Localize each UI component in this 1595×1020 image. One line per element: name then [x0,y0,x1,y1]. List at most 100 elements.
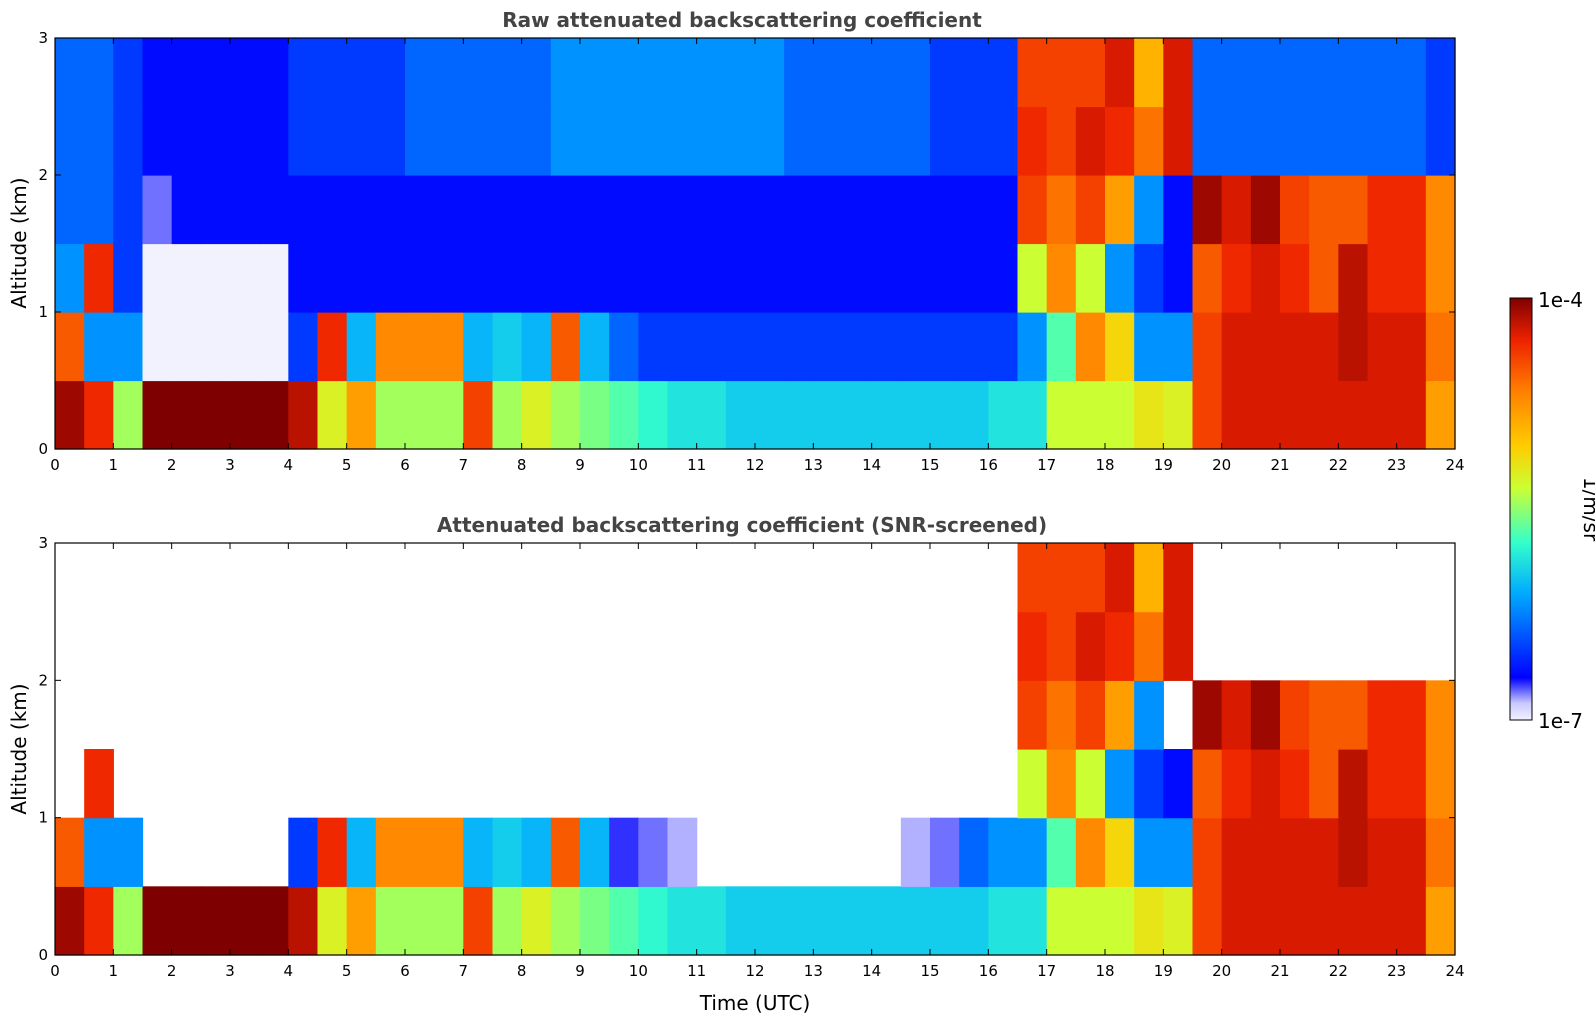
screened-heatmap-cell [492,886,523,956]
raw-heatmap-cell [1425,312,1456,382]
raw-heatmap-cell [900,106,931,176]
raw-heatmap-cell [375,380,406,450]
raw-x-tick-label: 21 [1270,456,1289,474]
colorbar: 1e-4 1e-7 1/m/sr [1509,288,1595,733]
screened-heatmap-cell [259,886,289,956]
raw-heatmap-cell [1280,38,1310,108]
raw-heatmap-cell [580,243,610,313]
raw-heatmap-cell [930,106,960,176]
screened-heatmap-cell [346,886,377,956]
raw-heatmap-cell [113,312,144,382]
raw-heatmap-cell [1250,380,1281,450]
raw-heatmap-cell [1250,243,1281,313]
raw-heatmap-cell [1105,106,1135,176]
screened-heatmap-cell [930,886,960,956]
raw-heatmap-cell [1309,38,1339,108]
raw-heatmap-cell [346,243,377,313]
screened-heatmap-cell [375,886,406,956]
raw-heatmap-cell [1134,38,1164,108]
screened-heatmap-cell [113,886,144,956]
screened-x-tick-label: 24 [1445,962,1464,980]
raw-heatmap-cell [84,38,114,108]
raw-heatmap-cell [609,243,639,313]
colorbar-max-label: 1e-4 [1538,288,1583,312]
raw-heatmap-cell [84,106,114,176]
raw-heatmap-cell [463,38,494,108]
screened-heatmap-cell [463,817,494,887]
raw-heatmap-cell [434,312,464,382]
screened-x-tick-label: 17 [1037,962,1056,980]
screened-heatmap-cell [346,817,377,887]
raw-heatmap-cell [288,38,319,108]
raw-heatmap-cell [521,106,552,176]
raw-x-tick-label: 4 [284,456,294,474]
screened-heatmap-cell [1163,611,1194,681]
raw-heatmap-cell [463,243,494,313]
raw-heatmap-cell [375,38,406,108]
raw-heatmap-cell [1367,243,1398,313]
raw-heatmap-cell [346,106,377,176]
raw-heatmap-cell [434,38,464,108]
raw-x-tick-label: 22 [1329,456,1348,474]
raw-x-tick-label: 18 [1095,456,1114,474]
raw-heatmap-cell [871,38,902,108]
screened-heatmap-cell [1192,817,1223,887]
screened-backscatter-panel: Attenuated backscattering coefficient (S… [7,513,1465,1015]
raw-heatmap-cell [1105,243,1135,313]
screened-x-tick-label: 5 [342,962,352,980]
raw-heatmap-cell [113,175,144,245]
raw-heatmap-cell [288,106,319,176]
raw-heatmap-cell [609,380,639,450]
raw-heatmap-cell [1396,175,1427,245]
raw-heatmap-cell [988,38,1019,108]
raw-heatmap-cell [346,38,377,108]
screened-heatmap-cell [725,886,756,956]
raw-heatmap-cell [1280,175,1310,245]
raw-heatmap-cell [521,175,552,245]
raw-x-tick-label: 14 [862,456,881,474]
raw-heatmap-cell [463,380,494,450]
screened-heatmap-cell [1105,680,1135,750]
screened-heatmap-cell [1221,886,1252,956]
raw-heatmap-cell [463,175,494,245]
raw-heatmap-cell [842,312,873,382]
screened-heatmap-cell [1367,886,1398,956]
screened-heatmap-cell [1280,749,1310,819]
raw-heatmap-cell [230,243,260,313]
raw-heatmap-cell [1163,312,1194,382]
raw-heatmap-cell [113,380,144,450]
raw-heatmap-cell [142,175,173,245]
raw-heatmap-cell [521,312,552,382]
raw-heatmap-cell [113,243,144,313]
raw-x-tick-label: 23 [1387,456,1406,474]
raw-heatmap-cell [171,380,202,450]
screened-heatmap-cell [842,886,873,956]
screened-heatmap-cell [375,817,406,887]
raw-heatmap-cell [405,243,435,313]
screened-heatmap-cell [1163,749,1194,819]
screened-y-tick-label: 1 [38,809,48,827]
screened-heatmap-cell [55,817,85,887]
raw-heatmap-cell [1221,243,1252,313]
screened-heatmap-cell [813,886,844,956]
screened-axis-ticks: 0 1 2 3 4 5 6 7 8 9 10 11 12 13 14 15 16 17 18 19 20 21 22 23 24… [38,534,1464,980]
screened-x-tick-label: 15 [920,962,939,980]
raw-heatmap-cell [550,38,581,108]
raw-heatmap-cell [1105,380,1135,450]
screened-heatmap-cell [1338,817,1369,887]
raw-heatmap-cell [755,243,785,313]
raw-heatmap-cell [1163,243,1194,313]
raw-heatmap-cell [755,312,785,382]
raw-heatmap-cell [871,106,902,176]
screened-y-tick-label: 0 [38,946,48,964]
screened-heatmap-cell [1425,817,1456,887]
raw-heatmap-cell [84,175,114,245]
screened-heatmap-cell [288,817,319,887]
raw-heatmap-cell [375,243,406,313]
screened-heatmap-cell [1017,611,1048,681]
raw-heatmap-cell [725,243,756,313]
screened-heatmap-cell [1075,817,1106,887]
screened-heatmap-cell [1221,817,1252,887]
screened-heatmap-cell [1134,817,1164,887]
raw-heatmap-cell [1338,175,1369,245]
